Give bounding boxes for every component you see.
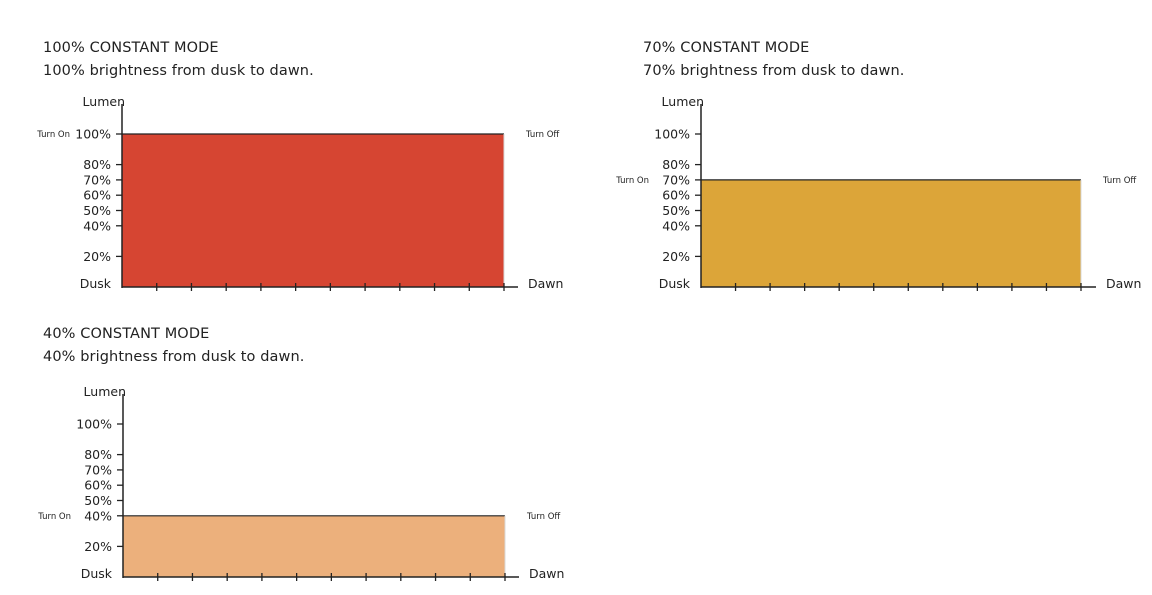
y-tick-label: 100% <box>654 127 690 142</box>
y-axis-label: Lumen <box>662 94 704 109</box>
y-tick-label: 60% <box>84 478 112 493</box>
turn-on-label: Turn On <box>36 130 70 140</box>
y-tick-label: 50% <box>662 203 690 218</box>
brightness-area <box>701 179 1081 287</box>
y-tick-label: 70% <box>84 462 112 477</box>
y-axis-label: Lumen <box>84 384 126 399</box>
chart-subtitle: 40% brightness from dusk to dawn. <box>43 349 305 365</box>
turn-off-label: Turn Off <box>526 512 561 522</box>
y-tick-label: 20% <box>84 539 112 554</box>
chart-subtitle: 70% brightness from dusk to dawn. <box>643 63 905 79</box>
y-tick-label: 20% <box>83 249 111 264</box>
turn-off-label: Turn Off <box>1102 176 1137 186</box>
y-tick-label: 60% <box>662 188 690 203</box>
chart-title: 100% CONSTANT MODE <box>43 40 219 56</box>
y-tick-label: 70% <box>662 172 690 187</box>
turn-off-label: Turn Off <box>525 130 560 140</box>
chart-title: 70% CONSTANT MODE <box>643 40 810 56</box>
y-tick-label: 60% <box>83 188 111 203</box>
constant-mode-chart-100: 100% 80%70%60%50%40% 20% Lumen Dusk Dawn Turn … <box>36 94 563 291</box>
x-end-label: Dawn <box>529 566 564 581</box>
chart-title: 40% CONSTANT MODE <box>43 326 210 342</box>
x-start-label: Dusk <box>81 566 113 581</box>
constant-mode-chart-40: 100% 80%70%60%50%40% 20% Lumen Dusk Dawn Turn … <box>37 384 564 581</box>
brightness-area <box>123 515 505 577</box>
turn-on-label: Turn On <box>615 176 649 186</box>
brightness-area <box>122 134 504 287</box>
y-axis-label: Lumen <box>83 94 125 109</box>
x-start-label: Dusk <box>659 276 691 291</box>
y-tick-label: 50% <box>84 493 112 508</box>
y-tick-label: 80% <box>84 447 112 462</box>
y-tick-label: 100% <box>76 417 112 432</box>
y-tick-label: 80% <box>662 157 690 172</box>
y-tick-label: 50% <box>83 203 111 218</box>
turn-on-label: Turn On <box>37 512 71 522</box>
y-tick-label: 100% <box>75 127 111 142</box>
chart-subtitle: 100% brightness from dusk to dawn. <box>43 63 314 79</box>
x-end-label: Dawn <box>528 276 563 291</box>
x-end-label: Dawn <box>1106 276 1141 291</box>
y-tick-label: 40% <box>662 218 690 233</box>
y-tick-label: 70% <box>83 172 111 187</box>
y-tick-label: 40% <box>84 508 112 523</box>
y-tick-label: 80% <box>83 157 111 172</box>
x-start-label: Dusk <box>80 276 112 291</box>
constant-mode-chart-70: 100% 80%70%60%50%40% 20% Lumen Dusk Dawn Turn … <box>615 94 1141 291</box>
y-tick-label: 40% <box>83 218 111 233</box>
y-tick-label: 20% <box>662 249 690 264</box>
